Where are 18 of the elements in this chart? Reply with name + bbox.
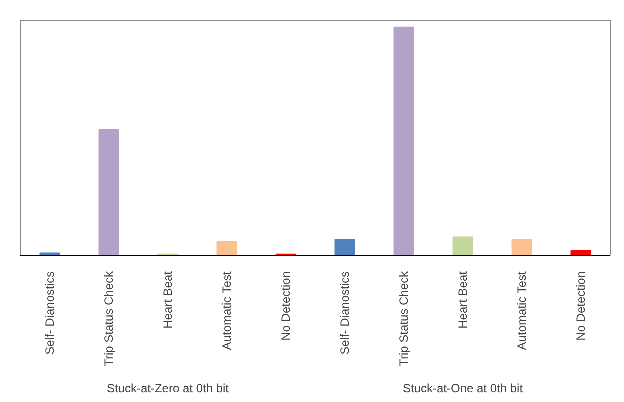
bar: [216, 241, 238, 256]
x-tick-label: Self- Dianostics: [338, 271, 352, 355]
x-tick-label: Self- Dianostics: [43, 271, 57, 355]
text: Stuck-at-Zero at 0th bit: [106, 382, 230, 396]
bar: [98, 130, 120, 256]
bar: [512, 239, 532, 256]
bar: [394, 26, 414, 256]
x-tick-label: Heart Beat: [161, 270, 175, 329]
x-tick-label: Automatic Test: [220, 271, 234, 350]
x-tick-label: Automatic Test: [515, 271, 529, 350]
x-tick-label: Heart Beat: [456, 270, 470, 329]
x-tick-label: Trip Status Check: [102, 270, 116, 366]
bar: [452, 236, 474, 256]
x-tick-label: No Detection: [279, 271, 293, 341]
text: Stuck-at-One at 0th bit: [402, 382, 524, 396]
x-tick-label: Trip Status Check: [397, 270, 411, 366]
bar: [334, 239, 356, 256]
x-tick-label: No Detection: [574, 271, 588, 341]
